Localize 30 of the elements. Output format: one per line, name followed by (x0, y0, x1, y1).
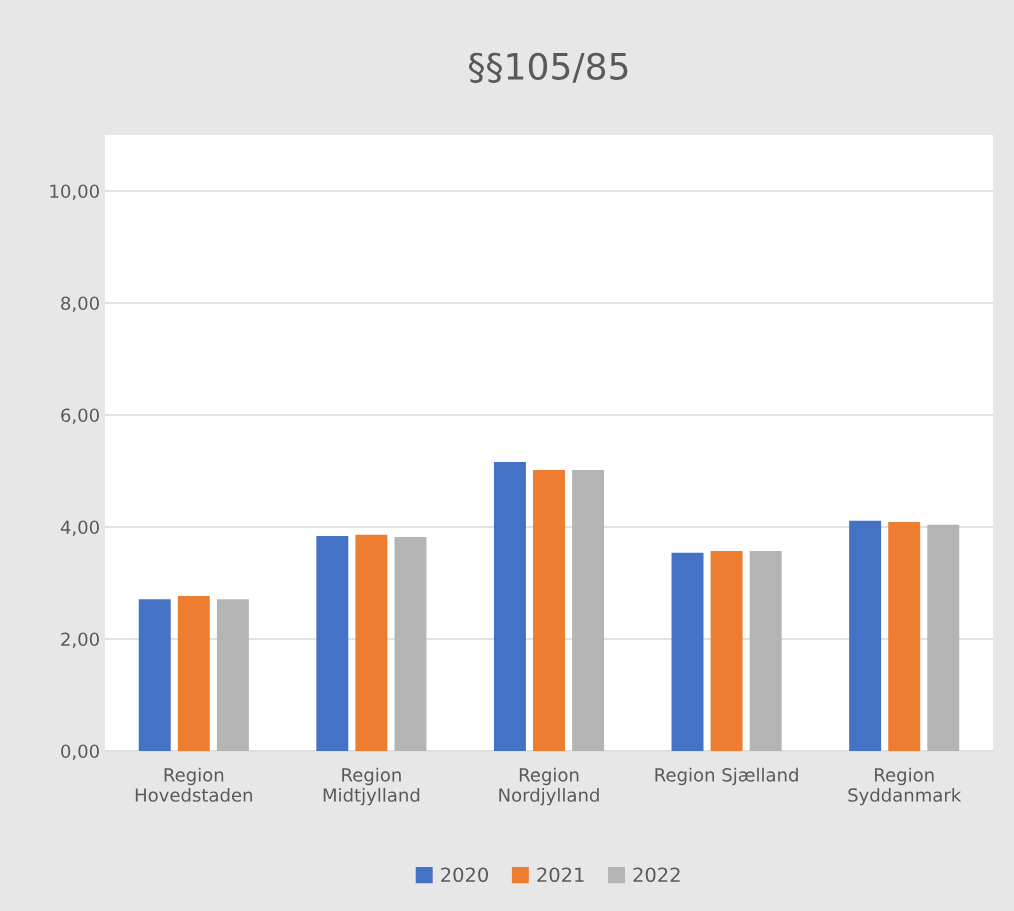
x-tick-label: Region Midtjylland (323, 767, 420, 806)
legend-label: 2021 (537, 867, 584, 883)
bar (849, 520, 882, 751)
bar (394, 537, 427, 751)
bar (177, 595, 210, 751)
bar (355, 534, 388, 751)
bar (710, 551, 743, 751)
bar (572, 469, 605, 751)
y-tick-label: 8,00 (61, 296, 99, 312)
bar (316, 535, 349, 751)
bar (138, 599, 171, 751)
x-tick-label: Region Nordjylland (499, 767, 599, 806)
bar (888, 521, 921, 751)
x-tick-label: Region Sjælland (655, 767, 798, 786)
y-tick-label: 6,00 (61, 408, 99, 424)
legend-label: 2020 (441, 867, 488, 883)
bar (927, 524, 960, 751)
y-tick-label: 2,00 (61, 632, 99, 648)
x-tick-label: Region Hovedstaden (135, 767, 252, 802)
bar (493, 462, 526, 751)
chart-title: §§105/85 (469, 52, 628, 83)
bar (216, 599, 249, 751)
y-tick-label: 0,00 (61, 744, 99, 760)
bar (749, 551, 782, 751)
x-tick-label: Region Syddanmark (848, 767, 962, 806)
bar (671, 552, 704, 751)
legend-label: 2022 (633, 867, 680, 883)
y-tick-label: 10,00 (50, 184, 99, 200)
bar (533, 469, 565, 751)
y-tick-label: 4,00 (60, 520, 99, 536)
